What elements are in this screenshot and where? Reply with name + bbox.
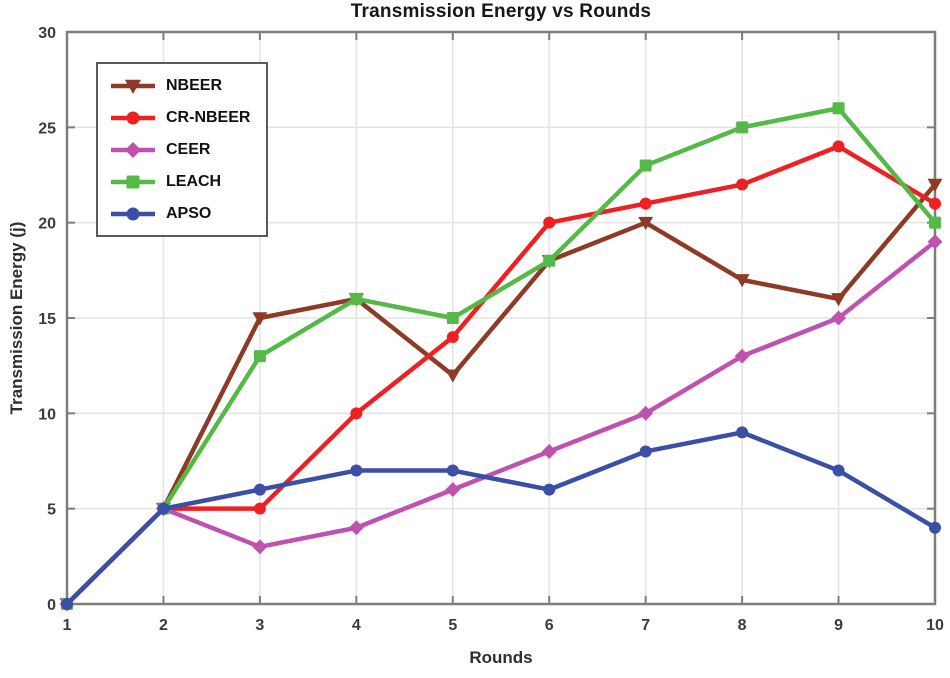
data-point-marker: [543, 483, 556, 496]
data-point-marker: [252, 312, 268, 326]
series-line-cr-nbeer: [64, 144, 938, 607]
data-point-marker: [543, 254, 556, 267]
data-point-marker: [734, 274, 750, 288]
data-point-marker: [126, 111, 140, 124]
legend-label-apso: APSO: [166, 204, 212, 222]
legend-swatch-apso-icon: [111, 207, 155, 220]
legend-label-leach: LEACH: [166, 172, 222, 190]
series-line-ceer: [64, 239, 938, 607]
data-point-marker: [253, 483, 266, 496]
data-point-marker: [736, 426, 749, 439]
x-tick-label: 7: [641, 617, 650, 634]
data-point-marker: [831, 310, 846, 326]
legend-item-apso: APSO: [110, 200, 250, 227]
data-point-marker: [929, 197, 941, 210]
legend-swatch-ceer-icon: [111, 141, 155, 158]
data-point-marker: [927, 234, 943, 250]
data-point-marker: [253, 502, 266, 515]
data-point-marker: [832, 102, 845, 115]
data-point-marker: [736, 178, 749, 191]
y-tick-label: 5: [47, 502, 56, 519]
legend-swatch-cr-nbeer-icon: [111, 111, 155, 124]
x-tick-label: 2: [159, 617, 168, 634]
legend-item-cr-nbeer: CR-NBEER: [110, 104, 250, 131]
data-point-marker: [124, 79, 142, 94]
data-point-marker: [253, 350, 266, 363]
data-point-marker: [350, 464, 363, 477]
legend-label-ceer: CEER: [166, 140, 211, 158]
data-point-marker: [348, 520, 364, 536]
data-point-marker: [929, 521, 941, 534]
x-tick-label: 8: [738, 617, 747, 634]
legend-swatch-leach-icon: [111, 175, 155, 188]
data-point-marker: [638, 405, 654, 421]
data-point-marker: [61, 598, 73, 610]
y-tick-label: 15: [38, 311, 56, 328]
series-line-nbeer: [64, 182, 938, 607]
y-axis-title: Transmission Energy (j): [7, 221, 26, 415]
data-point-marker: [445, 369, 461, 383]
data-point-marker: [126, 175, 140, 188]
data-point-marker: [832, 464, 845, 477]
legend-box: NBEER CR-NBEER CEER LEACH APSO: [96, 62, 269, 237]
y-tick-label: 10: [38, 406, 56, 423]
legend-item-ceer: CEER: [110, 136, 250, 163]
data-point-marker: [157, 502, 170, 515]
x-axis-title: Rounds: [469, 648, 533, 667]
x-tick-label: 9: [834, 617, 843, 634]
data-point-marker: [736, 121, 749, 134]
legend-label-nbeer: NBEER: [166, 76, 223, 94]
data-point-marker: [639, 159, 652, 172]
data-point-marker: [446, 464, 459, 477]
y-tick-label: 20: [38, 216, 56, 233]
legend-item-leach: LEACH: [110, 168, 250, 195]
x-tick-label: 10: [926, 617, 944, 634]
legend-item-nbeer: NBEER: [110, 72, 250, 99]
data-point-marker: [541, 444, 557, 459]
x-tick-label: 1: [63, 617, 72, 634]
x-tick-label: 4: [352, 617, 361, 634]
data-point-marker: [639, 197, 652, 210]
data-point-marker: [350, 407, 363, 420]
series-line-leach: [64, 106, 938, 607]
x-tick-label: 6: [545, 617, 554, 634]
data-point-marker: [124, 141, 142, 158]
data-point-marker: [350, 292, 363, 305]
data-point-marker: [927, 178, 943, 192]
legend-label-cr-nbeer: CR-NBEER: [166, 108, 251, 126]
chart-title: Transmission Energy vs Rounds: [350, 1, 652, 22]
y-tick-label: 30: [38, 25, 56, 42]
data-point-marker: [638, 216, 654, 231]
legend-swatch-nbeer-icon: [111, 79, 155, 94]
data-point-marker: [929, 216, 941, 229]
data-point-marker: [734, 348, 750, 364]
data-point-marker: [831, 293, 846, 307]
data-point-marker: [639, 445, 652, 458]
y-tick-label: 0: [47, 597, 56, 614]
x-tick-label: 5: [448, 617, 457, 634]
data-point-marker: [832, 140, 845, 153]
data-point-marker: [543, 216, 556, 229]
data-point-marker: [446, 331, 459, 344]
data-point-marker: [252, 539, 268, 555]
data-point-marker: [126, 207, 140, 220]
data-point-marker: [445, 482, 461, 498]
x-tick-label: 3: [255, 617, 264, 634]
series-line-apso: [64, 430, 938, 607]
data-point-marker: [446, 312, 459, 324]
y-tick-label: 25: [38, 120, 56, 137]
